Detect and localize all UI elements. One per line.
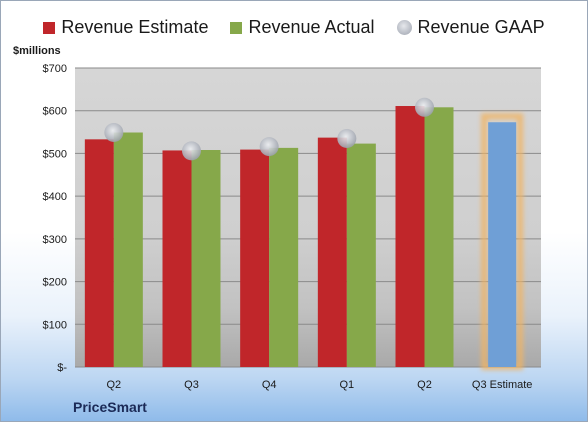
bar-revenue-actual <box>191 150 221 367</box>
y-tick-label: $700 <box>43 63 67 75</box>
bar-revenue-actual <box>113 132 143 367</box>
marker-revenue-gaap <box>337 128 357 148</box>
y-tick-label: $- <box>57 362 67 374</box>
y-axis-units-label: $millions <box>13 45 61 57</box>
legend-swatch-revenue-estimate <box>43 21 56 34</box>
marker-revenue-gaap <box>259 137 279 157</box>
gaap-markers <box>104 97 434 161</box>
legend-swatch-revenue-actual <box>230 21 243 34</box>
y-tick-label: $400 <box>43 191 67 203</box>
bar-revenue-estimate <box>240 149 270 367</box>
bar-q3-estimate <box>488 122 517 367</box>
legend-item-revenue-actual: Revenue Actual <box>230 17 375 38</box>
legend-label-revenue-estimate: Revenue Estimate <box>61 17 209 37</box>
x-axis-ticks: Q2 Q3 Q4 Q1 Q2 Q3 Estimate <box>106 379 532 391</box>
y-tick-label: $100 <box>43 319 67 331</box>
x-tick-label: Q3 Estimate <box>472 379 533 391</box>
marker-revenue-gaap <box>415 97 434 117</box>
x-tick-label: Q4 <box>262 379 277 391</box>
x-tick-label: Q2 <box>106 379 121 391</box>
plot-area-background <box>75 68 541 367</box>
bar-revenue-actual <box>346 143 376 367</box>
marker-revenue-gaap <box>104 122 124 142</box>
bar-revenue-actual <box>269 147 299 367</box>
bar-revenue-actual <box>424 107 454 367</box>
legend-marker-revenue-gaap <box>396 20 412 35</box>
bar-revenue-estimate <box>162 150 192 367</box>
bar-revenue-estimate <box>395 106 425 367</box>
gridlines <box>75 67 541 368</box>
marker-revenue-gaap <box>182 141 201 161</box>
company-name: PriceSmart <box>73 399 147 415</box>
y-axis-ticks: $- $100 $200 $300 $400 $500 $600 $700 <box>43 63 68 374</box>
y-tick-label: $200 <box>43 277 67 289</box>
chart-legend: Revenue Estimate Revenue Actual Revenue … <box>1 17 587 38</box>
y-tick-label: $300 <box>43 234 67 246</box>
y-tick-label: $600 <box>43 106 67 118</box>
bar-revenue-estimate <box>84 139 114 367</box>
legend-item-revenue-gaap: Revenue GAAP <box>396 17 545 38</box>
y-tick-label: $500 <box>43 148 67 160</box>
bar-revenue-estimate <box>317 137 347 367</box>
legend-label-revenue-actual: Revenue Actual <box>248 17 375 37</box>
x-tick-label: Q3 <box>184 379 199 391</box>
legend-label-revenue-gaap: Revenue GAAP <box>417 17 545 37</box>
bars <box>84 106 524 370</box>
x-tick-label: Q2 <box>417 379 432 391</box>
x-tick-label: Q1 <box>339 379 354 391</box>
legend-item-revenue-estimate: Revenue Estimate <box>43 17 208 38</box>
